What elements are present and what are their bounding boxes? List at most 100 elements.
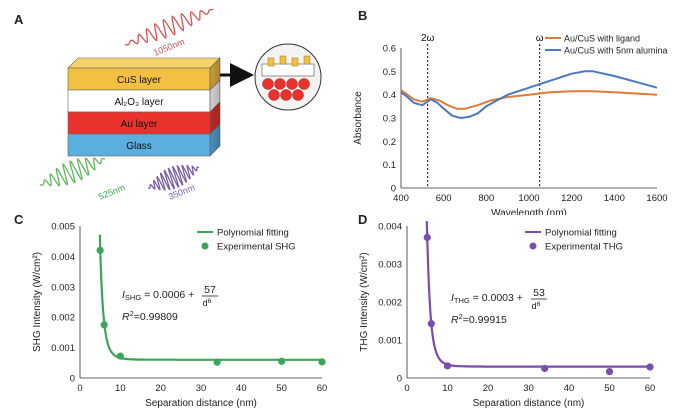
emitted-wave-525nm [39, 156, 106, 187]
thg-equation-denominator: d6 [532, 301, 541, 311]
absorbance-x-tick-label: 1600 [646, 193, 667, 204]
nanostructure-zoom-inset [254, 43, 322, 111]
series-line-au-cus-with-ligand [400, 89, 658, 110]
thg-y-tick-label: 0.004 [378, 222, 402, 233]
layer-side-shade [210, 124, 220, 156]
absorbance-y-tick-label: 0.2 [383, 137, 396, 148]
layer-label: CuS layer [117, 75, 162, 86]
legend-label: Experimental THG [545, 242, 623, 253]
shg-y-tick-label: 0.002 [51, 313, 75, 324]
thg-data-point [443, 362, 452, 370]
cus-particle [291, 57, 299, 67]
thg-x-tick-label: 60 [645, 383, 656, 394]
legend-label: Au/CuS with ligand [564, 34, 640, 44]
thg-y-tick-label: 0.003 [378, 260, 402, 271]
wave-label-525nm: 525nm [97, 182, 126, 202]
shg-y-tick-label: 0.004 [51, 252, 75, 263]
legend-marker [529, 242, 537, 250]
shg-data-point [100, 321, 108, 329]
layer-side-shade [210, 80, 220, 112]
cus-particle [303, 55, 311, 65]
absorbance-x-tick-label: 800 [478, 193, 494, 204]
shg-data-point [318, 358, 326, 366]
absorbance-y-tick-label: 0.5 [383, 67, 396, 78]
cus-particle [279, 55, 287, 65]
shg-equation: ISHG = 0.0006 + [122, 289, 194, 302]
panel-letter-b: B [358, 8, 368, 23]
shg-data-point [278, 357, 286, 365]
thg-intensity-chart: 0 10 20 30 40 50 60 0 0.001 0.002 0.003 0.004 Separa… [359, 221, 656, 409]
thg-equation-numerator: 53 [533, 287, 545, 299]
panel-letter-a: A [14, 12, 24, 27]
absorbance-y-tick-label: 0 [391, 184, 396, 195]
thg-x-axis-label: Separation distance (nm) [473, 398, 585, 409]
layer-side-shade [210, 58, 220, 90]
thg-y-tick-label: 0 [397, 374, 402, 385]
shg-x-tick-label: 10 [115, 383, 126, 394]
shg-x-tick-label: 40 [236, 383, 247, 394]
absorbance-x-tick-label: 400 [393, 193, 409, 204]
shg-data-point [96, 246, 104, 254]
series-line-au-cus-with-5nm-alumina [400, 70, 658, 119]
absorbance-y-tick-label: 0.6 [383, 44, 396, 55]
shg-x-tick-label: 50 [276, 383, 287, 394]
thg-x-tick-label: 50 [604, 383, 615, 394]
shg-y-tick-label: 0.003 [51, 282, 75, 293]
shg-data-point [213, 358, 221, 366]
emitted-wave-350nm [148, 165, 199, 191]
thg-data-point [423, 233, 431, 241]
au-particle [268, 89, 280, 101]
thg-y-axis-label: THG Intensity (W/cm²) [359, 252, 370, 351]
absorbance-y-tick-label: 0.3 [383, 114, 396, 125]
thg-x-tick-label: 20 [483, 383, 494, 394]
thg-data-point [541, 364, 549, 373]
shg-x-tick-label: 60 [317, 383, 328, 394]
shg-x-tick-label: 20 [155, 383, 166, 394]
absorbance-y-tick-label: 0.1 [383, 160, 396, 171]
absorbance-chart: 400 600 800 1000 1200 1400 1600 0 0.1 0.2 0.3 0.4 0.… [353, 33, 668, 215]
thg-x-tick-label: 0 [404, 383, 409, 394]
absorbance-y-axis-label: Absorbance [353, 91, 364, 145]
absorbance-x-tick-label: 1200 [561, 193, 582, 204]
layer-label: Glass [126, 141, 152, 152]
absorbance-x-tick-label: 600 [436, 193, 452, 204]
thg-equation: ITHG = 0.0003 + [451, 292, 523, 305]
absorbance-y-tick-label: 0.4 [383, 90, 396, 101]
au-particle [280, 89, 292, 101]
thg-data-point [427, 320, 435, 328]
thg-y-tick-label: 0.001 [378, 336, 402, 347]
shg-data-point [116, 352, 124, 360]
layer-label: Al₂O₃ layer [114, 97, 164, 108]
thg-fit-curve [425, 221, 650, 368]
absorbance-x-tick-label: 1000 [518, 193, 539, 204]
au-particle [274, 78, 286, 90]
harmonic-marker-label: ω [536, 33, 544, 44]
au-particle [262, 78, 274, 90]
shg-y-tick-label: 0.001 [51, 343, 75, 354]
legend-label: Polynomial fitting [217, 228, 289, 239]
shg-y-axis-label: SHG Intensity (W/cm²) [32, 252, 43, 352]
layer-side-shade [210, 102, 220, 134]
panel-letter-c: C [14, 212, 24, 227]
shg-equation-numerator: 57 [204, 284, 216, 296]
shg-y-tick-label: 0.005 [51, 222, 75, 233]
thg-x-tick-label: 40 [564, 383, 575, 394]
legend-label: Polynomial fitting [545, 228, 617, 239]
thg-data-point [646, 363, 654, 371]
absorbance-x-axis-label: Wavelength (nm) [491, 208, 567, 215]
au-particle [298, 78, 310, 90]
thg-x-tick-label: 10 [442, 383, 453, 394]
au-particle [286, 78, 298, 90]
shg-x-tick-label: 0 [77, 383, 82, 394]
thg-r-squared: R2=0.99915 [451, 312, 507, 326]
shg-equation-denominator: d6 [203, 298, 212, 308]
shg-y-tick-label: 0 [70, 374, 75, 385]
legend-label: Au/CuS with 5nm alumina [564, 46, 668, 56]
shg-x-tick-label: 30 [196, 383, 207, 394]
incident-wave-1050nm [124, 8, 214, 46]
shg-intensity-chart: 0 10 20 30 40 50 60 0 0.001 0.002 0.003 0.004 0.005 S… [32, 222, 328, 410]
panel-letter-d: D [358, 212, 368, 227]
absorbance-x-tick-label: 1400 [604, 193, 625, 204]
cus-particle [267, 57, 275, 67]
